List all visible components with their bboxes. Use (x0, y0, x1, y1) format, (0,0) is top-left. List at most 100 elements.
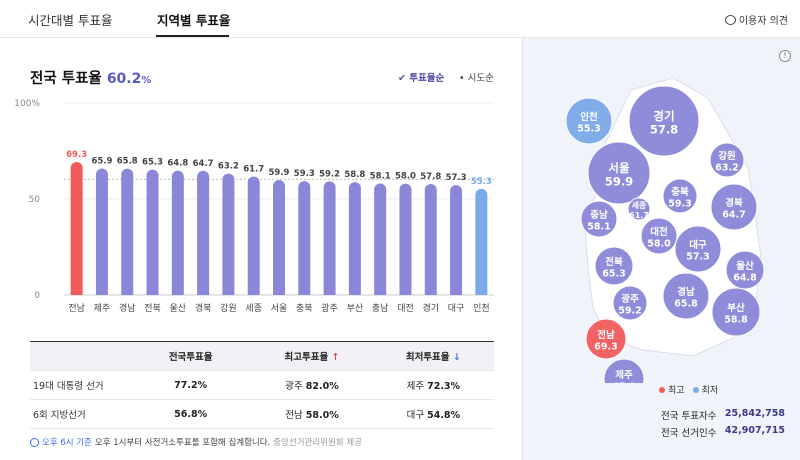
arrow-up-icon: ↑ (331, 352, 340, 363)
bar[interactable] (399, 183, 412, 295)
voters-value: 25,842,758 (724, 408, 785, 419)
bubble-region-label: 경남 (677, 286, 695, 298)
x-tick-label: 경남 (119, 302, 136, 314)
bar-value-label: 55.3 (471, 177, 492, 187)
bubble-value-label: 59.9 (605, 175, 633, 189)
bubble-region-label: 울산 (736, 260, 754, 272)
x-tick-label: 경북 (195, 302, 212, 314)
bubble-region-label: 전남 (597, 329, 615, 341)
feedback-button[interactable]: 이용자 의견 (724, 12, 788, 27)
bubble-region-label: 대구 (689, 239, 707, 251)
tab-bar: 시간대별 투표율 지역별 투표율 이용자 의견 (0, 0, 800, 38)
x-tick-label: 광주 (321, 302, 338, 314)
header-national: 전국투표율 (168, 352, 213, 363)
note-source: 중앙선거관리위원회 제공 (273, 438, 362, 448)
tab-time[interactable]: 시간대별 투표율 (28, 13, 113, 28)
bar[interactable] (348, 182, 361, 295)
bar-value-label: 58.1 (370, 171, 391, 181)
bar-value-label: 59.9 (269, 168, 290, 178)
bubble-region-label: 광주 (621, 293, 639, 305)
chart-panel: 전국 투표율 60.2% ✔ 투표율순 • 시도순 0 50 100% 69.3 전남… (0, 38, 522, 460)
bar[interactable] (424, 184, 437, 295)
x-tick-label: 세종 (245, 303, 262, 314)
highest-value: 광주 82.0% (285, 381, 339, 392)
map-legend: 최고 최저 (659, 383, 718, 396)
electorate-value: 42,907,715 (724, 425, 785, 436)
bar[interactable] (121, 168, 134, 295)
x-tick-label: 충북 (296, 303, 313, 314)
bar-value-label: 64.7 (193, 159, 214, 169)
x-tick-label: 충남 (372, 303, 389, 314)
bar[interactable] (247, 176, 260, 295)
bar[interactable] (374, 183, 387, 295)
sort-by-rate[interactable]: ✔ 투표율순 (398, 73, 445, 84)
x-tick-label: 대전 (397, 303, 414, 314)
bar[interactable] (95, 168, 108, 295)
bubble-value-label: 58.8 (724, 315, 748, 326)
bubble-region-label: 전북 (605, 256, 623, 268)
bar[interactable] (146, 169, 159, 295)
bubble-value-label: 63.2 (715, 163, 738, 174)
bubble-region-label: 서울 (608, 161, 630, 175)
bar-chart: 0 50 100% 69.3 전남 65.9 제주 65.8 경남 65.3 전북 64.8 울산 64… (14, 99, 494, 314)
bar[interactable] (475, 188, 488, 295)
national-value: 77.2% (174, 379, 208, 391)
bubble-value-label: 59.3 (668, 199, 691, 210)
x-tick-label: 전북 (144, 303, 161, 314)
bubble-region-label: 세종 (632, 200, 647, 210)
election-name: 6회 지방선거 (33, 410, 86, 421)
bar[interactable] (450, 184, 463, 295)
feedback-label: 이용자 의견 (738, 16, 788, 27)
bar-value-label: 65.3 (142, 158, 163, 168)
bubble-value-label: 55.3 (577, 124, 600, 135)
x-tick-label: 서울 (271, 303, 288, 314)
title-label: 전국 투표율 (30, 71, 102, 87)
x-tick-label: 울산 (170, 303, 187, 314)
x-tick-label: 강원 (220, 303, 237, 314)
bar[interactable] (70, 161, 83, 295)
bubble-value-label: 69.3 (594, 342, 617, 353)
bar[interactable] (298, 181, 311, 295)
bubble-region-label: 제주 (615, 369, 633, 381)
x-tick-label: 대구 (448, 303, 465, 314)
bar-value-label: 59.3 (294, 169, 315, 179)
bar[interactable] (222, 173, 235, 295)
bubble-region-label: 충북 (671, 186, 689, 198)
x-tick-label: 제주 (94, 303, 111, 314)
bar[interactable] (171, 170, 184, 295)
x-tick-label: 전남 (68, 303, 85, 314)
bubble-value-label: 59.2 (618, 306, 641, 317)
bar-value-label: 64.8 (167, 159, 188, 169)
bar-value-label: 58.0 (395, 172, 416, 182)
bubble-value-label: 64.8 (733, 273, 757, 284)
bar[interactable] (197, 170, 210, 295)
stats-table: 전국투표율 최고투표율 ↑ 최저투표율 ↓ 19대 대통령 선거 77.2% 광… (30, 341, 494, 429)
lowest-value: 대구 54.8% (406, 410, 461, 421)
tab-region[interactable]: 지역별 투표율 (157, 13, 231, 28)
header-lowest: 최저투표율 ↓ (405, 352, 461, 363)
sort-by-region[interactable]: • 시도순 (459, 73, 494, 84)
bar[interactable] (323, 181, 336, 295)
bar[interactable] (273, 179, 285, 295)
bar-value-label: 65.8 (117, 157, 138, 167)
info-icon[interactable]: ! (779, 50, 791, 62)
voters-label: 전국 투표자수 (661, 411, 717, 422)
x-tick-label: 경기 (422, 302, 439, 314)
